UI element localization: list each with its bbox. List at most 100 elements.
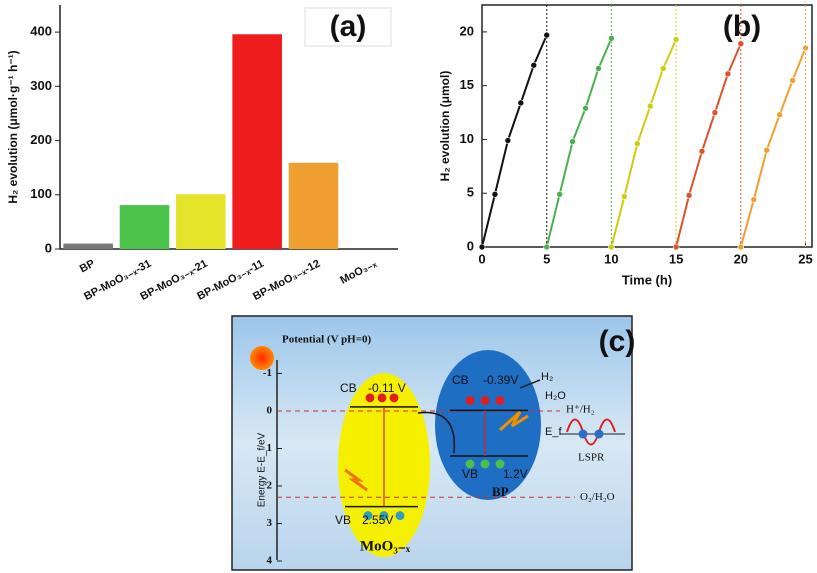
electron bbox=[465, 395, 475, 405]
y-tick-label: 0 bbox=[467, 238, 474, 253]
y-axis-label: H₂ evolution (μmol) bbox=[438, 71, 452, 182]
ef-label: E_f bbox=[545, 426, 562, 438]
point bbox=[789, 76, 796, 84]
x-axis-label: Time (h) bbox=[622, 272, 672, 287]
point bbox=[608, 35, 615, 42]
vb-label: VB bbox=[335, 513, 351, 527]
hole bbox=[495, 459, 505, 469]
bar bbox=[288, 162, 339, 249]
cb-label: CB bbox=[340, 381, 357, 395]
point bbox=[750, 196, 758, 203]
x-tick-label: 10 bbox=[604, 251, 618, 266]
y-tick-label: 5 bbox=[467, 185, 474, 200]
hole bbox=[363, 511, 373, 521]
y-tick-label: 0 bbox=[45, 240, 52, 255]
cb-value: -0.11 V bbox=[368, 381, 406, 395]
point bbox=[737, 40, 745, 48]
point bbox=[672, 243, 680, 251]
point bbox=[530, 61, 538, 69]
bar bbox=[119, 205, 170, 249]
x-tick-label: MoO₃₋ₓ bbox=[338, 257, 379, 287]
panel-label: (b) bbox=[723, 10, 761, 43]
electron bbox=[480, 395, 490, 405]
point bbox=[595, 65, 602, 72]
y-tick-label: 2 bbox=[267, 480, 273, 492]
x-tick-label: 25 bbox=[798, 251, 812, 266]
series-line bbox=[545, 37, 613, 248]
point bbox=[724, 70, 732, 78]
electron bbox=[365, 393, 375, 403]
lspr-label: LSPR bbox=[578, 452, 605, 464]
cb-value: -0.39V bbox=[483, 373, 518, 387]
point bbox=[672, 36, 680, 43]
h-couple-label: H⁺/H₂ bbox=[566, 404, 595, 416]
electron-transfer-arrow bbox=[417, 411, 456, 454]
x-tick-label: 5 bbox=[543, 251, 550, 266]
y-axis-label: H₂ evolution (μmol·g⁻¹ h⁻¹) bbox=[6, 50, 20, 203]
y-tick-label: 10 bbox=[460, 131, 474, 146]
point bbox=[478, 243, 486, 251]
bar bbox=[232, 34, 282, 249]
y-tick-label: 0 bbox=[267, 405, 273, 417]
bp-name: BP bbox=[492, 484, 509, 499]
panel-label: (a) bbox=[330, 10, 367, 43]
point bbox=[543, 243, 551, 251]
h2o-label: H₂O bbox=[545, 390, 566, 402]
panel-c-frame bbox=[231, 315, 633, 571]
point bbox=[646, 102, 654, 110]
series-line bbox=[739, 47, 807, 248]
point bbox=[621, 193, 628, 200]
hole bbox=[480, 459, 490, 469]
y-tick-label: 3 bbox=[267, 517, 273, 529]
y-tick-label: 4 bbox=[267, 555, 273, 567]
electron bbox=[389, 393, 399, 403]
label-box bbox=[304, 7, 392, 47]
series-line bbox=[675, 43, 742, 248]
x-tick-label: 0 bbox=[478, 251, 485, 266]
series-line bbox=[610, 39, 678, 248]
y-tick-label: -1 bbox=[263, 367, 272, 379]
point bbox=[698, 147, 706, 155]
x-tick-label: BP bbox=[78, 258, 97, 276]
vb-label: VB bbox=[462, 467, 478, 481]
electron bbox=[377, 393, 387, 403]
series-line bbox=[481, 34, 548, 248]
bar bbox=[63, 243, 113, 249]
point bbox=[776, 111, 783, 119]
x-tick-label: 15 bbox=[669, 251, 683, 266]
y-tick-label: 20 bbox=[460, 23, 474, 38]
vb-value: 2.55V bbox=[362, 513, 393, 527]
x-tick-label: 20 bbox=[734, 251, 748, 266]
y-tick-label: 400 bbox=[30, 24, 52, 39]
point bbox=[504, 137, 512, 144]
y-tick-label: 15 bbox=[460, 77, 474, 92]
point bbox=[491, 190, 499, 198]
energy-axis-label: Energy E-E_f/eV bbox=[257, 432, 268, 507]
moo3-name: MoO₃₋ₓ bbox=[360, 538, 411, 554]
point bbox=[802, 44, 809, 52]
h2-arrow bbox=[519, 379, 541, 389]
plasmon bbox=[594, 429, 604, 439]
point bbox=[556, 190, 563, 198]
bar bbox=[176, 194, 226, 249]
y-tick-label: 300 bbox=[30, 78, 52, 93]
point bbox=[685, 192, 693, 199]
potential-label: Potential (V pH=0) bbox=[282, 334, 372, 346]
lspr-wave bbox=[566, 418, 616, 446]
panel-label: (c) bbox=[599, 325, 636, 358]
point bbox=[711, 109, 719, 116]
point bbox=[633, 140, 641, 148]
h2-label: H₂ bbox=[541, 371, 553, 383]
point bbox=[659, 65, 667, 72]
vb-value: 1.2V bbox=[503, 467, 528, 481]
bp-ellipse bbox=[435, 350, 541, 500]
light-bolt bbox=[498, 410, 529, 432]
y-tick-label: 100 bbox=[30, 186, 52, 201]
point bbox=[608, 243, 615, 251]
y-tick-label: 1 bbox=[267, 442, 273, 454]
y-tick-label: 200 bbox=[30, 132, 52, 147]
point bbox=[543, 31, 551, 39]
electron bbox=[495, 395, 505, 405]
plasmon bbox=[578, 429, 588, 439]
